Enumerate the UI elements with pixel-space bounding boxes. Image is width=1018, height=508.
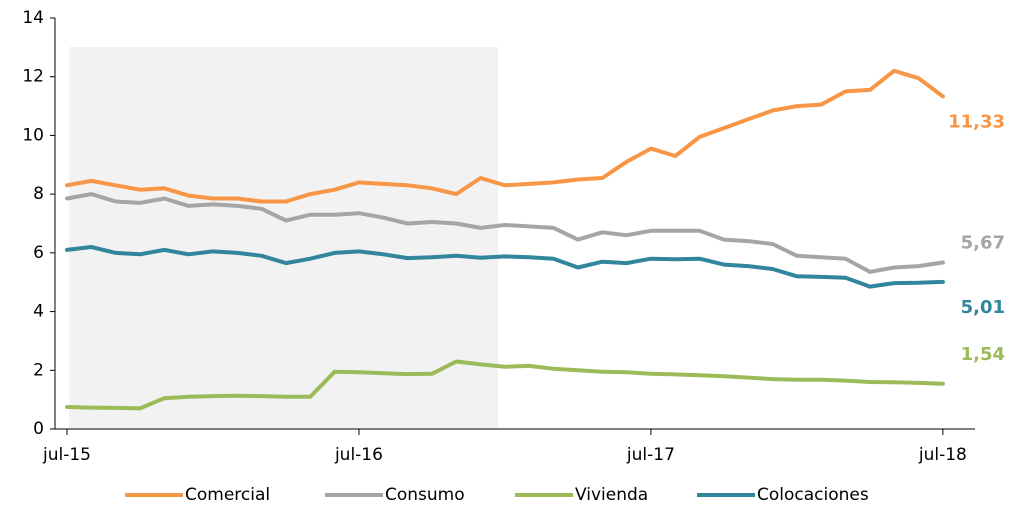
y-tick-label: 0: [33, 419, 44, 439]
series-line: [65, 359, 945, 411]
shaded-period: [69, 47, 498, 429]
x-tick-label: jul-17: [626, 445, 675, 465]
x-tick-label: jul-18: [918, 445, 967, 465]
legend-label: Colocaciones: [757, 485, 869, 505]
y-tick-label: 14: [22, 8, 44, 28]
y-tick-label: 4: [33, 302, 44, 322]
data-label: 11,33: [948, 111, 1005, 132]
data-label: 1,54: [961, 344, 1005, 365]
y-tick-label: 6: [33, 243, 44, 263]
series-line: [65, 192, 945, 274]
y-tick-label: 12: [22, 67, 44, 87]
y-tick-label: 2: [33, 360, 44, 380]
data-label: 5,67: [961, 233, 1005, 254]
y-tick-label: 8: [33, 184, 44, 204]
series-line: [65, 68, 945, 204]
legend-label: Consumo: [385, 485, 465, 505]
x-tick-label: jul-15: [42, 445, 91, 465]
x-tick-label: jul-16: [334, 445, 383, 465]
series-line: [65, 245, 945, 289]
data-label: 5,01: [961, 297, 1005, 318]
y-tick-label: 10: [22, 125, 44, 145]
legend-label: Vivienda: [575, 485, 648, 505]
legend-label: Comercial: [185, 485, 270, 505]
